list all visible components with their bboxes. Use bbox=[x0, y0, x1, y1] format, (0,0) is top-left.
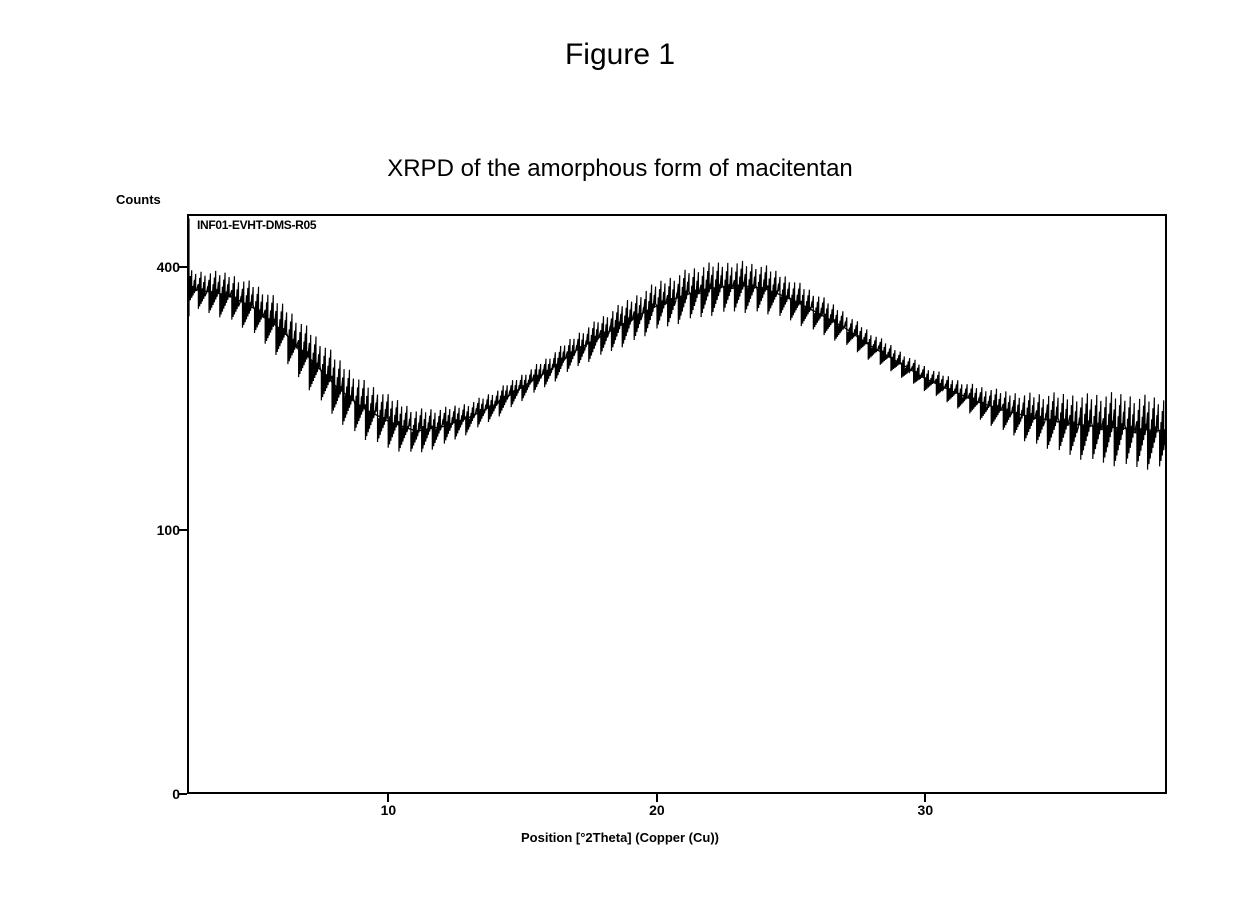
y-tick-mark bbox=[179, 529, 187, 531]
x-tick-label: 20 bbox=[649, 802, 665, 818]
y-tick-mark bbox=[179, 793, 187, 795]
x-tick-label: 30 bbox=[918, 802, 934, 818]
x-axis-title: Position [°2Theta] (Copper (Cu)) bbox=[0, 830, 1240, 845]
y-tick-label: 100 bbox=[140, 522, 180, 538]
raw-data-curve bbox=[189, 218, 1165, 469]
x-tick-label: 10 bbox=[381, 802, 397, 818]
y-tick-label: 0 bbox=[140, 786, 180, 802]
chart-title: XRPD of the amorphous form of macitentan bbox=[0, 155, 1240, 183]
y-tick-label: 400 bbox=[140, 259, 180, 275]
y-tick-mark bbox=[179, 266, 187, 268]
x-tick-mark bbox=[656, 794, 658, 802]
y-axis-title: Counts bbox=[116, 192, 161, 207]
x-tick-mark bbox=[387, 794, 389, 802]
x-tick-mark bbox=[924, 794, 926, 802]
chart-canvas bbox=[189, 216, 1165, 792]
figure-label: Figure 1 bbox=[0, 38, 1240, 72]
plot-area: INF01-EVHT-DMS-R05 bbox=[187, 214, 1167, 794]
